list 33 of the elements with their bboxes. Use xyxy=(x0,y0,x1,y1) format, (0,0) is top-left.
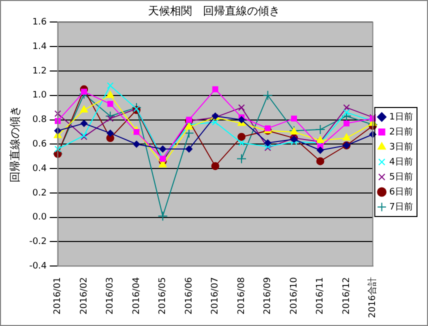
x-tick-label: 2016/12 xyxy=(342,277,352,314)
x-tick-label: 2016/03 xyxy=(106,277,116,314)
x-tick-label: 2016/04 xyxy=(132,276,142,314)
y-tick-label: -0.4 xyxy=(29,261,48,272)
x-tick-label: 2016/05 xyxy=(158,277,168,314)
x-tick-label: 2016合計 xyxy=(367,277,378,318)
legend-label: 1日前 xyxy=(389,111,414,122)
x-tick-label: 2016/07 xyxy=(210,277,221,314)
x-tick-label: 2016/06 xyxy=(184,276,194,314)
x-tick-label: 2016/02 xyxy=(79,277,90,314)
legend-label: 7日前 xyxy=(389,201,414,212)
y-tick-label: 0.6 xyxy=(32,139,48,150)
y-tick-label: 1.2 xyxy=(32,66,47,76)
y-tick-label: 1.4 xyxy=(32,42,48,52)
y-tick-label: -0.2 xyxy=(29,237,47,248)
chart-title: 天候相関 回帰直線の傾き xyxy=(148,4,280,18)
legend-label: 5日前 xyxy=(389,171,414,182)
legend-label: 4日前 xyxy=(389,156,414,168)
y-tick-label: 0.0 xyxy=(32,212,48,223)
x-tick-label: 2016/01 xyxy=(53,277,64,314)
x-tick-label: 2016/11 xyxy=(316,277,326,314)
y-axis-title: 回帰直線の傾き xyxy=(8,106,22,183)
y-tick-label: 0.4 xyxy=(32,164,48,174)
legend-label: 2日前 xyxy=(389,126,414,138)
y-tick-label: 0.2 xyxy=(32,188,47,198)
x-tick-label: 2016/08 xyxy=(236,276,247,314)
legend-label: 3日前 xyxy=(389,141,414,152)
y-tick-label: 1.0 xyxy=(32,90,48,101)
y-tick-label: 0.8 xyxy=(32,115,48,126)
legend-label: 6日前 xyxy=(389,186,414,198)
y-tick-label: 1.6 xyxy=(32,18,48,28)
x-tick-label: 2016/10 xyxy=(289,276,300,314)
x-tick-label: 2016/09 xyxy=(263,276,274,314)
